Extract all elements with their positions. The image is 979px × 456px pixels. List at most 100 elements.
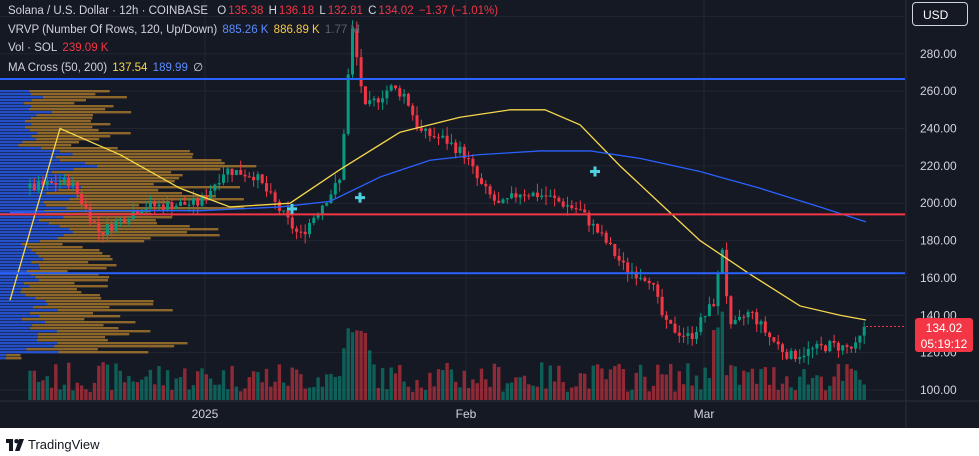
candle-body	[544, 195, 548, 197]
volume-bar	[337, 376, 342, 400]
volume-profile-up-bar	[0, 243, 22, 246]
volume-profile-up-bar	[0, 156, 56, 159]
volume-profile-down-bar	[43, 258, 113, 261]
volume-bar	[350, 332, 355, 400]
symbol-title: Solana / U.S. Dollar · 12h · COINBASE	[8, 5, 209, 17]
candle-body	[781, 344, 784, 352]
volume-profile-down-bar	[38, 279, 109, 282]
volume-bar	[127, 376, 131, 400]
volume-profile-up-bar	[0, 168, 74, 171]
volume-bar	[273, 381, 277, 400]
volume-bar	[587, 388, 591, 400]
candle-body	[600, 232, 604, 234]
volume-profile-up-bar	[0, 138, 37, 141]
candle-body	[295, 228, 299, 232]
volume-bar	[828, 385, 832, 400]
candle-body	[471, 158, 475, 167]
vrvp-label: VRVP (Number Of Rows, 120, Up/Down)	[8, 24, 218, 36]
currency-button[interactable]: USD	[912, 2, 968, 26]
candle-body	[256, 174, 260, 181]
volume-profile-up-bar	[0, 255, 39, 258]
volume-bar	[763, 367, 767, 400]
candle-body	[531, 192, 535, 197]
volume-bar	[561, 382, 565, 400]
volume-profile-down-bar	[33, 306, 110, 309]
candle-body	[768, 332, 772, 338]
vol-label: Vol · SOL	[8, 42, 58, 54]
candle-body	[841, 345, 845, 351]
volume-profile-up-bar	[0, 93, 32, 96]
candle-body	[54, 183, 58, 185]
chart-area[interactable]: 100.00 120.00 140.00 160.00 180.00 200.00 220.…	[0, 0, 979, 428]
volume-bar	[118, 370, 122, 400]
volume-bar	[772, 367, 776, 400]
candle-body	[389, 85, 393, 91]
volume-bar	[823, 390, 828, 400]
volume-profile-up-bar	[0, 315, 40, 318]
candle-body	[75, 182, 79, 194]
volume-profile-down-bar	[18, 144, 72, 147]
volume-bar	[67, 362, 71, 400]
volume-bar	[501, 391, 505, 400]
volume-bar	[239, 391, 243, 400]
volume-profile-up-bar	[0, 297, 36, 300]
candle-body	[415, 115, 419, 128]
volume-profile-down-bar	[20, 291, 82, 294]
y-tick-label: 160.00	[920, 271, 957, 285]
volume-bar	[595, 364, 600, 400]
candle-body	[862, 326, 866, 336]
volume-bar	[286, 385, 290, 400]
volume-profile-down-bar	[59, 150, 190, 153]
volume-profile-down-bar	[54, 345, 175, 348]
volume-bar	[415, 379, 419, 400]
volume-bar	[62, 384, 67, 400]
volume-bar	[256, 372, 260, 400]
volume-bar	[815, 375, 819, 400]
volume-bar	[707, 378, 712, 400]
volume-profile-down-bar	[57, 309, 173, 312]
price-chart[interactable]: 100.00120.00140.00160.00180.00200.00220.…	[0, 0, 979, 428]
candle-body	[776, 341, 780, 345]
volume-profile-up-bar	[0, 117, 31, 120]
volume-bar	[294, 369, 299, 400]
volume-bar	[213, 384, 217, 400]
volume-bar	[724, 375, 729, 400]
volume-profile-down-bar	[45, 204, 139, 207]
candle-body	[647, 280, 651, 284]
volume-profile-down-bar	[35, 276, 110, 279]
volume-bar	[178, 377, 183, 400]
volume-profile-up-bar	[0, 174, 65, 177]
volume-bar	[423, 389, 428, 400]
candle-body	[329, 194, 333, 204]
volume-bar	[767, 384, 772, 400]
volume-profile-down-bar	[31, 105, 114, 108]
volume-bar	[673, 391, 677, 400]
tradingview-icon	[6, 438, 24, 451]
volume-profile-up-bar	[0, 105, 32, 108]
volume-profile-up-bar	[0, 192, 47, 195]
candle-body	[247, 176, 251, 178]
candle-body	[299, 231, 303, 233]
tradingview-logo[interactable]: TradingView	[6, 437, 100, 452]
volume-profile-up-bar	[0, 282, 24, 285]
volume-bar	[260, 382, 264, 400]
y-tick-label: 200.00	[920, 196, 957, 210]
candle-body	[604, 232, 608, 243]
volume-bar	[71, 390, 75, 400]
candle-body	[587, 212, 591, 226]
candle-body	[652, 283, 655, 285]
vol-value: 239.09 K	[62, 42, 109, 54]
candle-body	[437, 137, 440, 139]
volume-bar	[208, 378, 213, 400]
volume-profile-down-bar	[36, 138, 100, 141]
volume-bar	[544, 388, 548, 400]
candle-body	[170, 202, 174, 210]
volume-profile-up-bar	[0, 234, 64, 237]
volume-bar	[621, 368, 626, 400]
volume-profile-down-bar	[37, 339, 108, 342]
volume-bar	[153, 384, 157, 400]
volume-bar	[862, 384, 866, 400]
volume-profile-down-bar	[40, 240, 145, 243]
volume-bar	[832, 376, 836, 400]
volume-bar	[402, 381, 406, 400]
